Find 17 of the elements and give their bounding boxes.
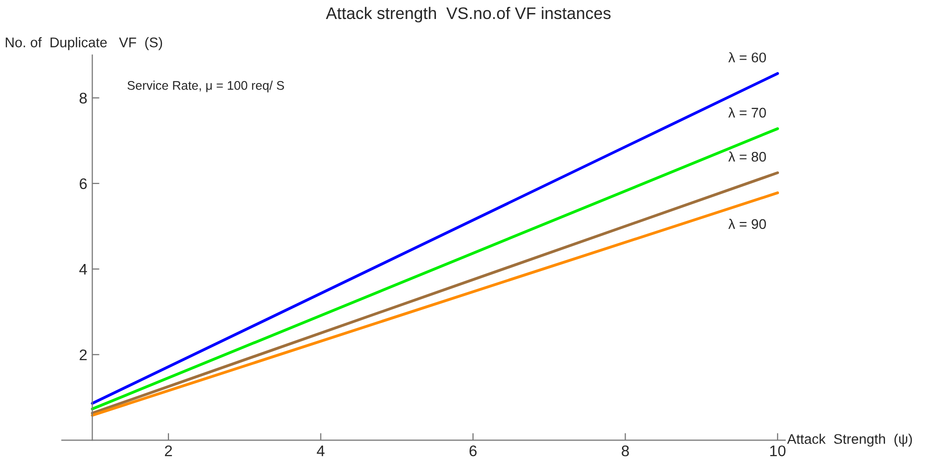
y-tick-label: 4 [79, 264, 87, 275]
x-tick-label: 6 [470, 445, 477, 456]
series-label: λ = 80 [728, 151, 766, 162]
series-label: λ = 90 [728, 218, 766, 230]
x-tick-label: 4 [316, 446, 325, 456]
y-tick-label: 6 [80, 178, 87, 190]
x-axis-title: Attack Strength (ψ) [787, 434, 912, 447]
annotation: Service Rate, μ = 100 req/ S [128, 80, 284, 92]
x-tick-label: 8 [622, 445, 629, 456]
series-label: λ = 70 [728, 107, 766, 118]
chart-title: Attack strength VS.no.of VF instances [326, 6, 611, 22]
x-tick-label: 2 [164, 445, 172, 456]
series-label: λ = 60 [728, 52, 766, 62]
y-tick-label: 2 [80, 349, 87, 360]
y-axis-title: No. of Duplicate VF (S) [6, 37, 162, 50]
x-tick-label: 10 [770, 445, 786, 456]
y-tick-label: 8 [80, 92, 87, 104]
